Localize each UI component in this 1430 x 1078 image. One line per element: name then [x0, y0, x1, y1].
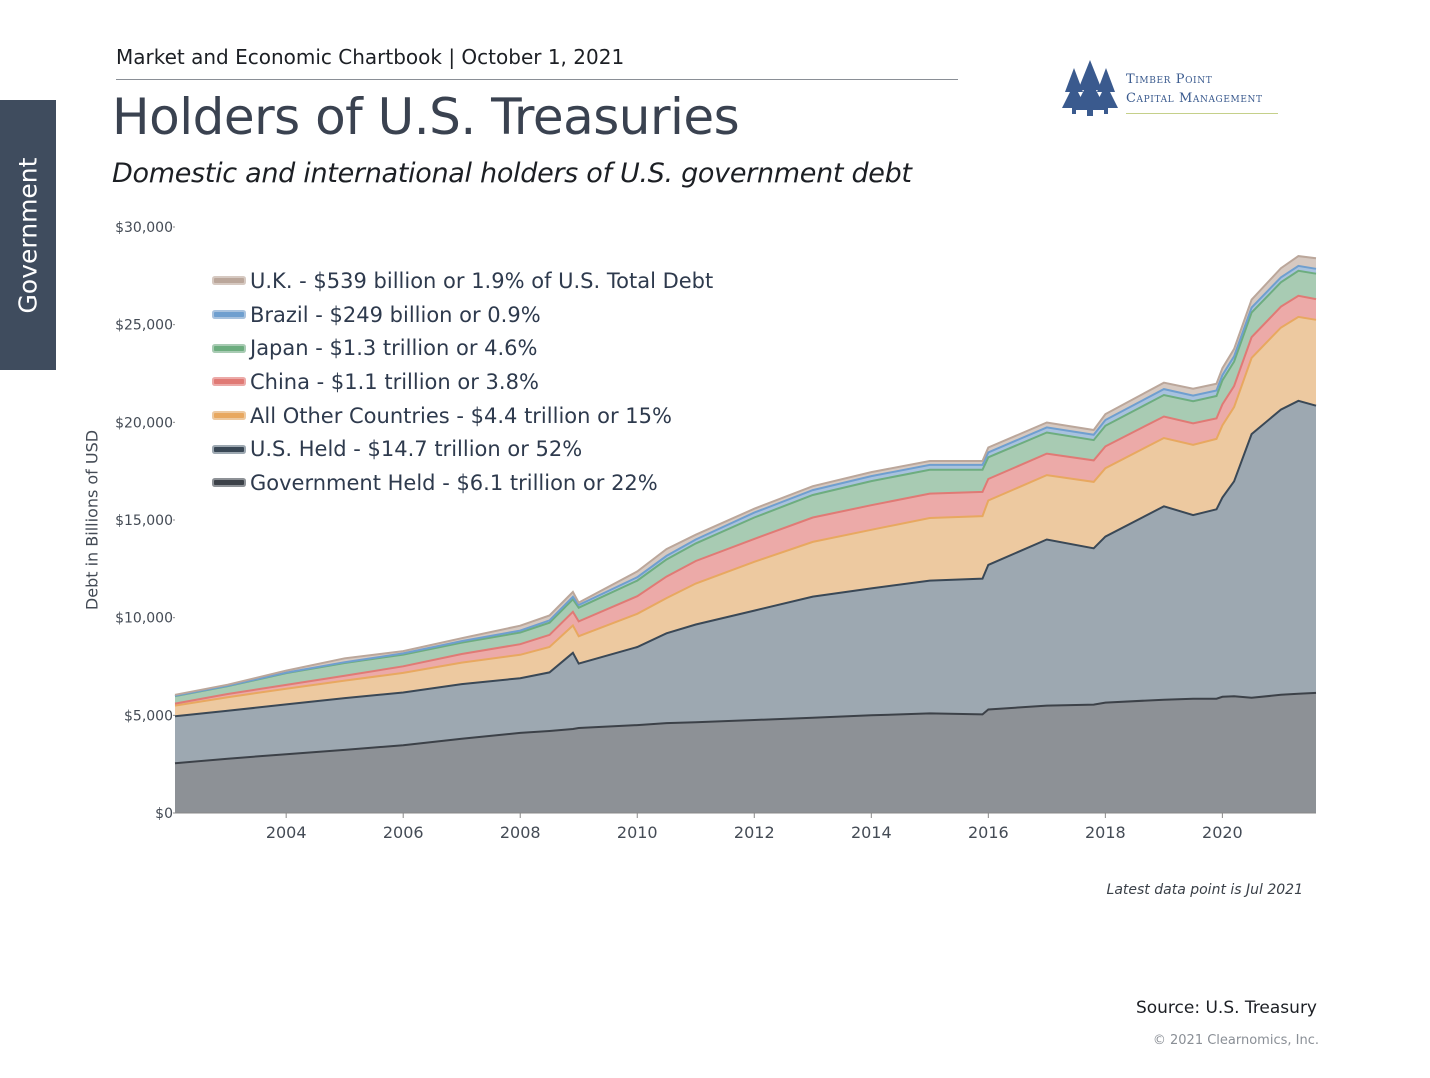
legend-item: China - $1.1 trillion or 3.8% — [214, 365, 713, 399]
legend-swatch — [214, 345, 244, 351]
x-tick-label: 2018 — [1085, 823, 1126, 842]
line-series-6 — [174, 255, 1317, 696]
header-divider — [116, 79, 958, 80]
x-tick-label: 2012 — [734, 823, 775, 842]
legend-swatch — [214, 379, 244, 385]
line-series-1 — [174, 399, 1317, 718]
y-axis-ticks: $0 $5,000 $10,000 $15,000 $20,000 $25,000 $30,… — [115, 220, 175, 822]
line-series-0 — [174, 691, 1317, 765]
y-tick-label: $25,000 — [115, 318, 173, 334]
pine-trees-icon — [1062, 60, 1118, 116]
copyright: © 2021 Clearnomics, Inc. — [1152, 1033, 1319, 1048]
logo-text-line2: Capital Management — [1126, 91, 1263, 106]
legend-label: Brazil - $249 billion or 0.9% — [250, 302, 541, 327]
y-tick-label: $10,000 — [115, 611, 173, 627]
line-series-3 — [174, 294, 1317, 705]
legend-item: Japan - $1.3 trillion or 4.6% — [214, 331, 713, 365]
area-series-2 — [175, 316, 1316, 717]
chart-legend: U.K. - $539 billion or 1.9% of U.S. Tota… — [214, 264, 713, 500]
legend-swatch — [214, 278, 244, 284]
source-note: Source: U.S. Treasury — [1135, 998, 1317, 1018]
page-title: Holders of U.S. Treasuries — [112, 88, 740, 146]
area-series-1 — [175, 400, 1316, 764]
x-tick-label: 2016 — [968, 823, 1009, 842]
x-tick-label: 2008 — [500, 823, 541, 842]
legend-label: U.S. Held - $14.7 trillion or 52% — [250, 437, 583, 462]
legend-swatch — [214, 413, 244, 419]
company-logo: Timber Point Capital Management — [1060, 58, 1285, 120]
logo-text-line1: Timber Point — [1126, 72, 1213, 87]
line-series-5 — [174, 264, 1317, 697]
chart-areas — [174, 255, 1317, 813]
line-series-2 — [174, 315, 1317, 707]
legend-swatch — [214, 480, 244, 486]
y-tick-label: $5,000 — [124, 708, 173, 724]
x-tick-label: 2004 — [266, 823, 307, 842]
area-series-0 — [175, 692, 1316, 813]
legend-item: U.S. Held - $14.7 trillion or 52% — [214, 432, 713, 466]
legend-item: U.K. - $539 billion or 1.9% of U.S. Tota… — [214, 264, 713, 298]
logo-underline — [1126, 113, 1278, 114]
legend-item: Government Held - $6.1 trillion or 22% — [214, 466, 713, 500]
x-axis-ticks: 2004 2006 2008 2010 2012 2014 2016 2018 2020 — [175, 812, 1316, 842]
x-tick-label: 2020 — [1202, 823, 1243, 842]
x-tick-label: 2006 — [383, 823, 424, 842]
y-tick-label: $15,000 — [115, 513, 173, 529]
legend-item: All Other Countries - $4.4 trillion or 1… — [214, 399, 713, 433]
legend-label: China - $1.1 trillion or 3.8% — [250, 369, 539, 394]
section-tab[interactable]: Government — [0, 100, 56, 370]
legend-label: Government Held - $6.1 trillion or 22% — [250, 470, 658, 495]
legend-label: U.K. - $539 billion or 1.9% of U.S. Tota… — [250, 268, 714, 293]
page-subtitle: Domestic and international holders of U.… — [112, 158, 912, 189]
legend-item: Brazil - $249 billion or 0.9% — [214, 298, 713, 332]
data-note: Latest data point is Jul 2021 — [1106, 882, 1303, 898]
legend-swatch — [214, 446, 244, 452]
legend-swatch — [214, 312, 244, 318]
y-tick-label: $30,000 — [115, 220, 173, 236]
line-series-4 — [174, 269, 1317, 698]
legend-label: All Other Countries - $4.4 trillion or 1… — [250, 403, 672, 428]
legend-label: Japan - $1.3 trillion or 4.6% — [250, 336, 538, 361]
y-tick-label: $20,000 — [115, 415, 173, 431]
y-tick-label: $0 — [155, 806, 173, 822]
x-tick-label: 2014 — [851, 823, 892, 842]
x-tick-label: 2010 — [617, 823, 658, 842]
chartbook-header: Market and Economic Chartbook | October … — [116, 45, 625, 69]
